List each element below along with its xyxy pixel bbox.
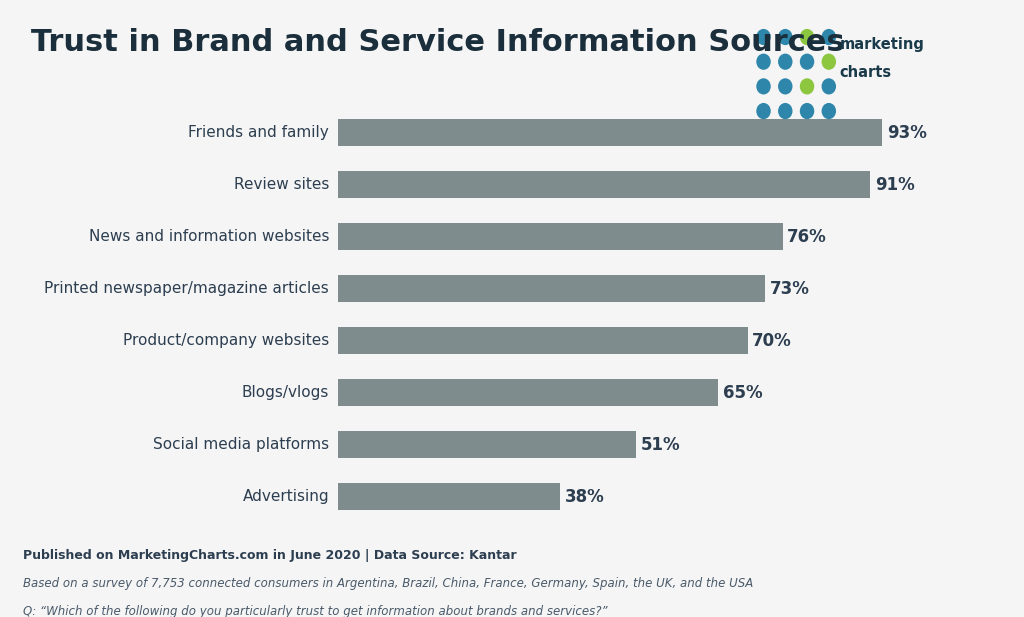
Circle shape (801, 54, 814, 69)
Text: Social media platforms: Social media platforms (153, 437, 329, 452)
Text: 70%: 70% (753, 332, 792, 350)
Text: Friends and family: Friends and family (188, 125, 329, 140)
Text: 76%: 76% (787, 228, 827, 246)
Text: News and information websites: News and information websites (89, 229, 329, 244)
Text: Published on MarketingCharts.com in June 2020 | Data Source: Kantar: Published on MarketingCharts.com in June… (23, 549, 516, 561)
Circle shape (757, 79, 770, 94)
Text: 73%: 73% (770, 280, 810, 297)
Text: charts: charts (840, 65, 892, 80)
Text: 93%: 93% (887, 123, 927, 141)
Bar (338, 431, 636, 458)
Text: Advertising: Advertising (243, 489, 329, 504)
Text: 51%: 51% (641, 436, 681, 453)
Text: 91%: 91% (876, 176, 914, 194)
Circle shape (801, 30, 814, 44)
Bar (338, 119, 882, 146)
Circle shape (757, 54, 770, 69)
Text: Printed newspaper/magazine articles: Printed newspaper/magazine articles (44, 281, 329, 296)
Circle shape (757, 104, 770, 118)
Circle shape (778, 104, 792, 118)
Circle shape (822, 54, 836, 69)
Text: marketing: marketing (840, 37, 925, 52)
Text: Based on a survey of 7,753 connected consumers in Argentina, Brazil, China, Fran: Based on a survey of 7,753 connected con… (23, 577, 753, 590)
Bar (338, 379, 718, 406)
Circle shape (801, 79, 814, 94)
Circle shape (801, 104, 814, 118)
Text: Review sites: Review sites (233, 177, 329, 192)
Circle shape (822, 79, 836, 94)
Bar (338, 327, 748, 354)
Text: Trust in Brand and Service Information Sources: Trust in Brand and Service Information S… (31, 28, 845, 57)
Text: Blogs/vlogs: Blogs/vlogs (242, 385, 329, 400)
Text: Product/company websites: Product/company websites (123, 333, 329, 348)
Bar (338, 223, 782, 250)
Circle shape (822, 104, 836, 118)
Bar (338, 275, 765, 302)
Bar (338, 483, 560, 510)
Text: 65%: 65% (723, 384, 763, 402)
Text: Q: “Which of the following do you particularly trust to get information about br: Q: “Which of the following do you partic… (23, 605, 607, 617)
Circle shape (778, 30, 792, 44)
Text: 38%: 38% (565, 488, 605, 506)
Circle shape (822, 30, 836, 44)
Bar (338, 171, 870, 198)
Circle shape (778, 79, 792, 94)
Circle shape (757, 30, 770, 44)
Circle shape (778, 54, 792, 69)
